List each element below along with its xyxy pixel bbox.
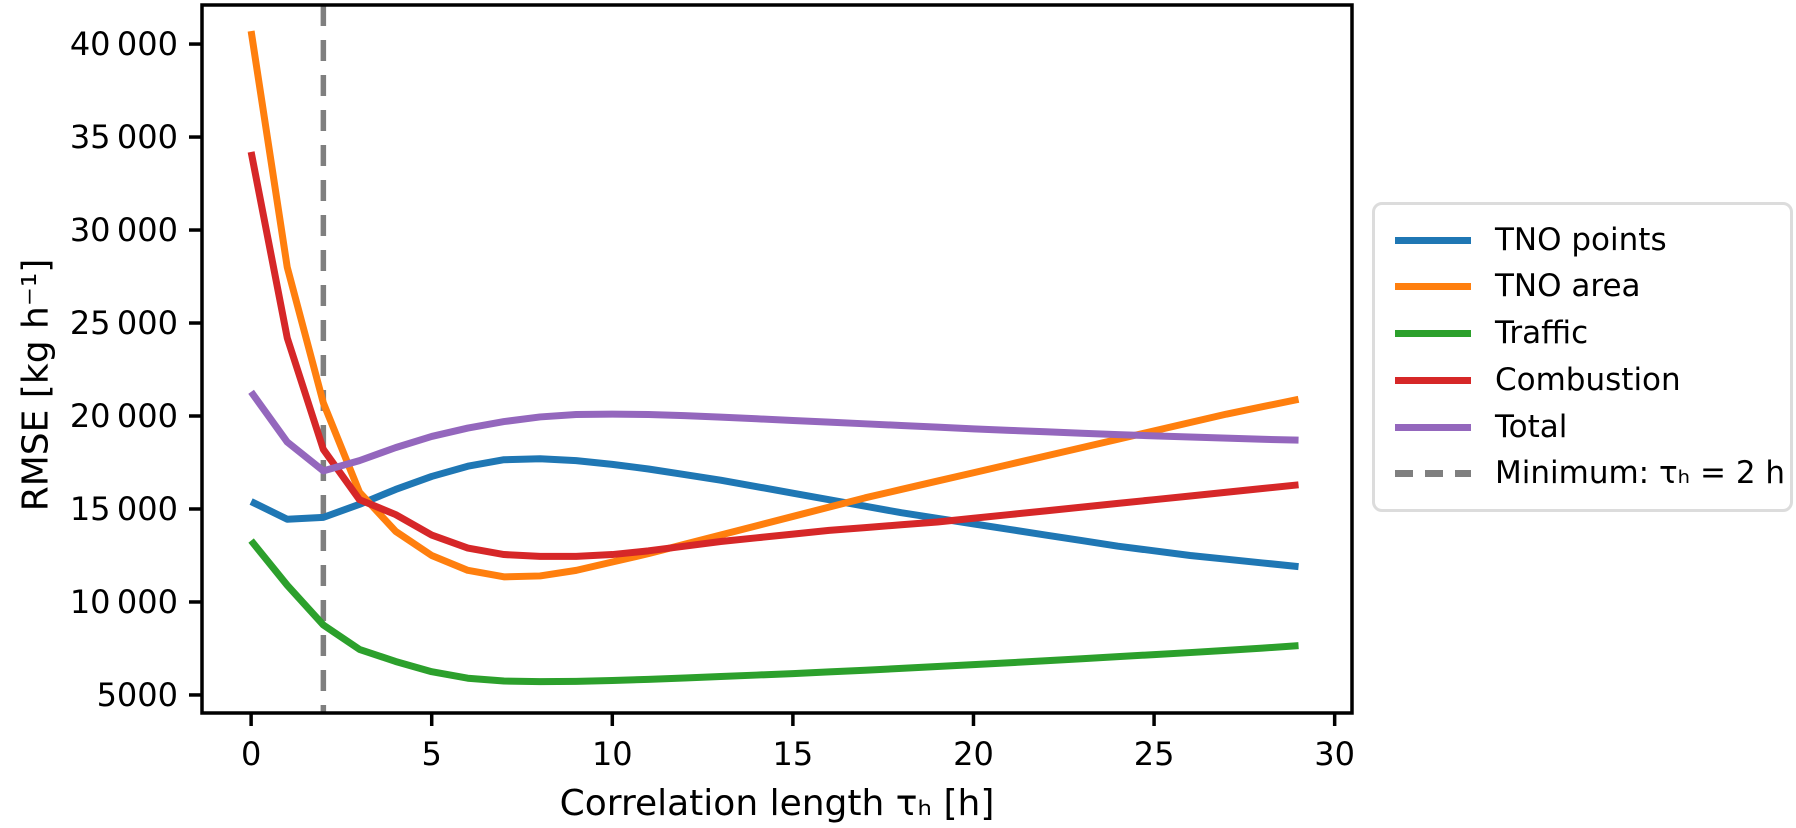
x-tick-label: 0 — [241, 735, 261, 773]
x-tick-label: 5 — [422, 735, 442, 773]
x-tick-label: 25 — [1134, 735, 1175, 773]
series-line-traffic — [248, 538, 1299, 686]
legend-dashed-line-swatch — [1395, 470, 1471, 478]
legend-line-swatch — [1395, 376, 1471, 384]
legend-item: Traffic — [1395, 318, 1780, 349]
plot-border — [200, 3, 1354, 715]
y-tick-label: 40 000 — [70, 25, 178, 63]
legend-label: TNO area — [1495, 268, 1641, 305]
x-tick-label: 10 — [592, 735, 633, 773]
series-line-tno-area — [247, 30, 1300, 581]
legend-item: Total — [1395, 408, 1780, 445]
y-axis-label: RMSE [kg h⁻¹] — [15, 258, 57, 512]
y-tick-label: 5000 — [97, 676, 178, 714]
x-axis-label: Correlation length τₕ [h] — [559, 783, 995, 824]
y-tick-label: 10 000 — [70, 583, 178, 621]
series-line-combustion — [247, 151, 1299, 560]
legend-item: TNO area — [1395, 271, 1780, 302]
legend-line-swatch — [1395, 236, 1471, 244]
legend-label: Traffic — [1495, 315, 1589, 352]
legend-line-swatch — [1395, 283, 1471, 291]
y-tick-label: 15 000 — [70, 490, 178, 528]
x-tick-label: 20 — [953, 735, 994, 773]
legend-item: TNO points — [1395, 221, 1780, 258]
legend-label: Minimum: τₕ = 2 h — [1495, 455, 1786, 492]
legend-label: Combustion — [1495, 361, 1681, 398]
legend-label: Total — [1495, 408, 1568, 445]
legend-item: Minimum: τₕ = 2 h — [1395, 458, 1785, 489]
legend-line-swatch — [1395, 330, 1471, 338]
legend: TNO points TNO area Traffic Combustion Total… — [1372, 202, 1793, 512]
series-line-total — [248, 389, 1299, 475]
legend-line-swatch — [1395, 423, 1471, 431]
y-tick-label: 35 000 — [70, 118, 178, 156]
legend-label: TNO points — [1495, 221, 1667, 258]
y-tick-label: 25 000 — [70, 304, 178, 342]
legend-item: Combustion — [1395, 361, 1780, 398]
y-tick-label: 30 000 — [70, 211, 178, 249]
y-tick-label: 20 000 — [70, 397, 178, 435]
x-tick-label: 15 — [773, 735, 814, 773]
x-tick-label: 30 — [1314, 735, 1355, 773]
series-line-tno-points — [249, 455, 1299, 571]
